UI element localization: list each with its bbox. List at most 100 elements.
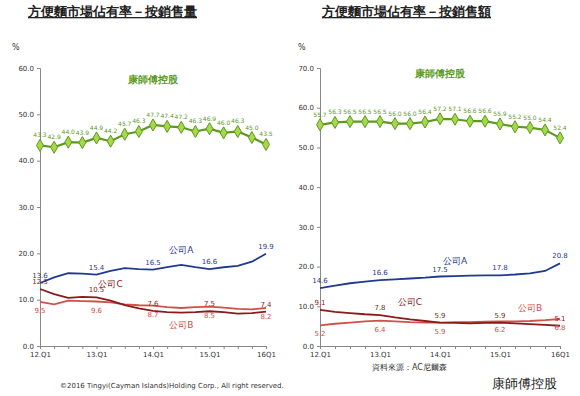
series-name: 公司C — [98, 279, 122, 289]
data-label: 56.6 — [478, 107, 492, 114]
data-label: 7.6 — [147, 300, 159, 308]
x-tick-label: 14.Q1 — [430, 351, 451, 359]
data-label: 55.9 — [493, 110, 507, 117]
x-tick-mark — [350, 346, 351, 349]
y-tick-label: 10.0 — [298, 303, 314, 311]
data-label: 7.4 — [260, 301, 272, 309]
series-name: 康師傅控股 — [414, 68, 466, 79]
x-tick-label: 12.Q1 — [30, 351, 51, 359]
x-tick-mark — [320, 346, 321, 349]
y-tick-label: 40.0 — [298, 184, 314, 192]
series-name: 公司B — [518, 303, 542, 313]
x-tick-mark — [440, 346, 441, 349]
series-name: 公司A — [443, 256, 468, 266]
point-marker — [164, 120, 171, 132]
y-tick-mark — [317, 108, 320, 109]
data-label: 9.5 — [34, 307, 45, 315]
x-tick — [365, 346, 366, 349]
x-tick — [224, 346, 225, 349]
copyright: ©2016 Tingyi(Cayman Islands)Holding Corp… — [60, 382, 284, 390]
data-label: 16.6 — [372, 269, 388, 277]
labels: 43.342.944.043.944.944.245.746.347.747.4… — [32, 74, 274, 330]
y-tick-label: 60.0 — [298, 104, 314, 112]
data-label: 56.6 — [463, 107, 477, 114]
x-tick — [68, 346, 69, 349]
point-marker — [512, 121, 519, 133]
x-tick-mark — [238, 346, 239, 349]
x-tick — [139, 346, 140, 349]
x-tick-mark — [485, 346, 486, 349]
data-label: 47.2 — [175, 113, 189, 120]
x-tick-mark — [380, 346, 381, 349]
point-marker — [206, 123, 213, 135]
y-axis-label: % — [298, 43, 306, 52]
data-label: 8.5 — [204, 312, 215, 320]
x-tick-mark — [82, 346, 83, 349]
point-marker — [263, 138, 270, 150]
y-tick-label: 40.0 — [18, 157, 34, 165]
point-marker — [234, 125, 241, 137]
x-tick-mark — [410, 346, 411, 349]
logo: 康師傅控股 — [492, 376, 557, 391]
x-tick — [181, 346, 182, 349]
data-label: 44.0 — [62, 128, 76, 135]
x-tick-mark — [530, 346, 531, 349]
y-tick-mark — [317, 187, 320, 188]
y-tick-label: 30.0 — [298, 224, 314, 232]
y-tick-label: 60.0 — [18, 65, 34, 73]
data-label: 8.7 — [147, 311, 158, 319]
data-label: 43.3 — [33, 131, 47, 138]
x-tick — [425, 346, 426, 349]
point-marker — [317, 119, 324, 131]
y-tick: 60.0 — [18, 65, 40, 73]
x-tick-label: 15.Q1 — [199, 351, 220, 359]
point-marker — [121, 128, 128, 140]
x-tick-mark — [455, 346, 456, 349]
x-tick-mark — [515, 346, 516, 349]
series-name: 康師傅控股 — [127, 74, 179, 85]
data-label: 52.4 — [553, 124, 567, 131]
point-marker — [107, 135, 114, 147]
series-line — [40, 301, 266, 310]
x-tick — [545, 346, 546, 349]
y-tick: 70.0 — [298, 65, 320, 73]
x-tick-mark — [153, 346, 154, 349]
point-marker — [527, 122, 534, 134]
point-marker — [467, 115, 474, 127]
x-tick-label: 15.Q1 — [490, 351, 511, 359]
point-marker — [332, 116, 339, 128]
x-tick-mark — [560, 346, 561, 349]
data-label: 17.8 — [492, 264, 508, 272]
series-line — [320, 263, 560, 288]
y-tick-mark — [37, 300, 40, 301]
y-tick-mark — [317, 227, 320, 228]
x-tick-mark — [252, 346, 253, 349]
data-label: 5.2 — [314, 330, 325, 338]
data-label: 46.0 — [217, 119, 231, 126]
x-tick: 14.Q1 — [430, 346, 451, 359]
data-label: 45.0 — [245, 124, 259, 131]
y-tick: 40.0 — [298, 184, 320, 192]
x-tick-label: 16Q1 — [551, 351, 570, 359]
x-tick — [238, 346, 239, 349]
x-tick-mark — [266, 346, 267, 349]
x-tick: 12.Q1 — [310, 346, 331, 359]
chart: 方便麵市場佔有率－按銷售量%0.010.020.030.040.050.060.… — [12, 4, 276, 359]
y-tick-label: 0.0 — [303, 343, 314, 351]
data-label: 5.9 — [434, 328, 445, 336]
data-label: 56.5 — [358, 108, 372, 115]
data-label: 12.3 — [32, 278, 48, 286]
x-tick-mark — [54, 346, 55, 349]
data-label: 54.4 — [538, 116, 552, 123]
x-tick — [530, 346, 531, 349]
series-name: 公司A — [169, 245, 194, 255]
data-label: 57.1 — [448, 105, 462, 112]
data-label: 56.5 — [343, 108, 357, 115]
y-tick-label: 10.0 — [18, 296, 34, 304]
x-axis: 12.Q113.Q114.Q115.Q116Q1 — [30, 346, 276, 359]
y-tick: 50.0 — [298, 144, 320, 152]
data-label: 20.8 — [552, 252, 568, 260]
y-tick-label: 50.0 — [18, 111, 34, 119]
x-tick-mark — [425, 346, 426, 349]
y-tick: 30.0 — [298, 224, 320, 232]
